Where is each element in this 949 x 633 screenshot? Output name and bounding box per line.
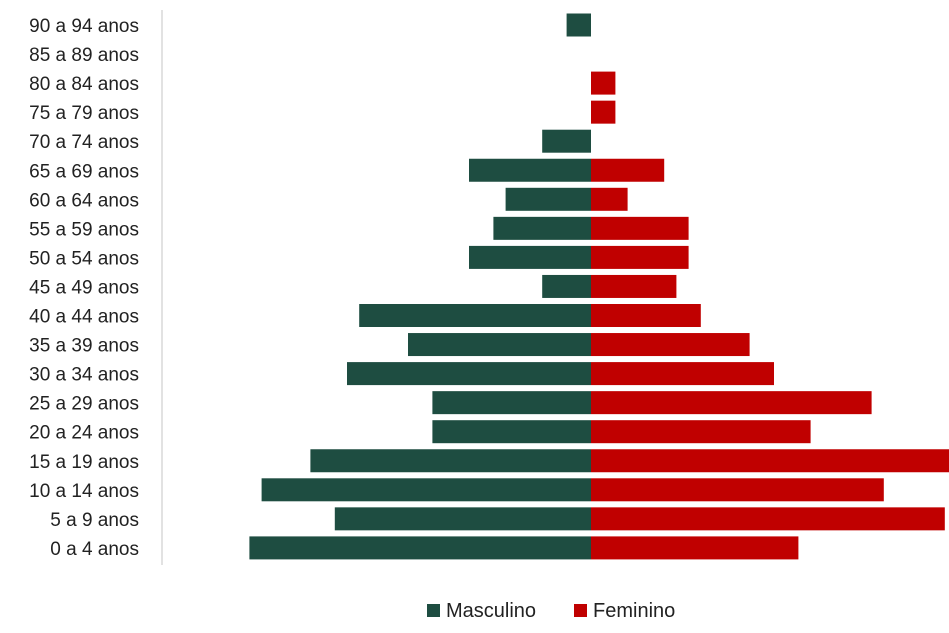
bar-feminino-45-a-49-anos [591,274,677,298]
bar-feminino-80-a-84-anos [591,71,616,95]
bar-masculino-65-a-69-anos [469,158,591,182]
bar-feminino-15-a-19-anos [591,449,949,473]
category-label-35-a-39-anos: 35 a 39 anos [29,336,139,357]
legend: Masculino Feminino [427,600,675,622]
category-label-5-a-9-anos: 5 a 9 anos [50,510,139,531]
bar-feminino-50-a-54-anos [591,245,689,269]
bar-feminino-25-a-29-anos [591,391,872,415]
category-label-25-a-29-anos: 25 a 29 anos [29,394,139,415]
category-label-50-a-54-anos: 50 a 54 anos [29,248,139,269]
category-label-65-a-69-anos: 65 a 69 anos [29,161,139,182]
bar-feminino-60-a-64-anos [591,187,628,211]
bar-masculino-20-a-24-anos [432,420,591,444]
bars-layer [249,13,949,560]
legend-label-masculino: Masculino [446,600,536,622]
bar-masculino-0-a-4-anos [249,536,591,560]
bar-masculino-40-a-44-anos [359,304,591,327]
category-label-55-a-59-anos: 55 a 59 anos [29,219,139,240]
bar-masculino-50-a-54-anos [469,245,591,269]
bar-masculino-35-a-39-anos [408,333,591,357]
bar-masculino-10-a-14-anos [261,478,591,502]
bar-masculino-60-a-64-anos [505,187,591,211]
bar-feminino-0-a-4-anos [591,536,799,560]
bar-feminino-10-a-14-anos [591,478,884,502]
bar-masculino-5-a-9-anos [334,507,591,531]
legend-swatch-masculino [427,604,440,617]
category-label-40-a-44-anos: 40 a 44 anos [29,307,139,328]
bar-feminino-55-a-59-anos [591,216,689,240]
category-label-85-a-89-anos: 85 a 89 anos [29,45,139,66]
category-label-70-a-74-anos: 70 a 74 anos [29,132,139,153]
category-label-60-a-64-anos: 60 a 64 anos [29,190,139,211]
bar-feminino-35-a-39-anos [591,333,750,357]
category-labels-layer: 90 a 94 anos 85 a 89 anos 80 a 84 anos 75 a… [29,16,139,560]
category-label-75-a-79-anos: 75 a 79 anos [29,103,139,124]
bar-feminino-75-a-79-anos [591,100,616,124]
bar-feminino-20-a-24-anos [591,420,811,444]
bar-masculino-90-a-94-anos [566,13,591,37]
bar-masculino-45-a-49-anos [542,274,591,298]
category-label-45-a-49-anos: 45 a 49 anos [29,277,139,298]
bar-masculino-15-a-19-anos [310,449,591,473]
bar-feminino-65-a-69-anos [591,158,665,182]
category-label-80-a-84-anos: 80 a 84 anos [29,74,139,95]
legend-swatch-feminino [574,604,587,617]
category-label-30-a-34-anos: 30 a 34 anos [29,365,139,386]
category-label-0-a-4-anos: 0 a 4 anos [50,539,139,560]
category-label-20-a-24-anos: 20 a 24 anos [29,423,139,444]
bar-feminino-5-a-9-anos [591,507,945,531]
bar-feminino-30-a-34-anos [591,362,774,386]
bar-feminino-40-a-44-anos [591,304,701,327]
category-label-10-a-14-anos: 10 a 14 anos [29,481,139,502]
bar-masculino-30-a-34-anos [347,362,591,386]
bar-masculino-70-a-74-anos [542,129,591,153]
bar-masculino-55-a-59-anos [493,216,591,240]
bar-masculino-25-a-29-anos [432,391,591,415]
category-label-90-a-94-anos: 90 a 94 anos [29,16,139,37]
legend-label-feminino: Feminino [593,600,675,622]
category-label-15-a-19-anos: 15 a 19 anos [29,452,139,473]
